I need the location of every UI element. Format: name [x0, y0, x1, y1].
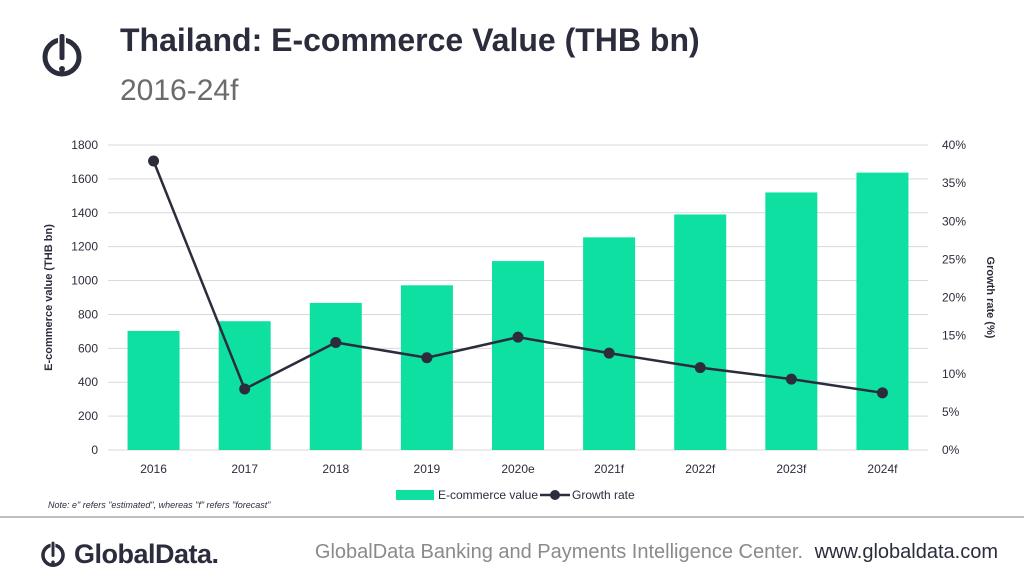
bar [674, 214, 727, 450]
y2-tick-label: 30% [942, 214, 966, 228]
bar [765, 192, 818, 450]
y2-tick-label: 5% [942, 405, 960, 419]
x-tick-label: 2017 [231, 462, 258, 476]
y2-tick-label: 0% [942, 443, 960, 457]
chart-note: Note: e" refers "estimated", whereas "f"… [48, 500, 271, 510]
y-tick-label: 0 [91, 443, 98, 457]
x-tick-label: 2023f [776, 462, 807, 476]
footer-text: GlobalData Banking and Payments Intellig… [315, 541, 998, 564]
globaldata-logo-icon [42, 32, 82, 77]
growth-point [694, 362, 706, 374]
legend-swatch-bar [396, 490, 434, 500]
bar [583, 237, 636, 450]
bar [400, 285, 453, 450]
y-axis-title: E-commerce value (THB bn) [43, 224, 55, 371]
y-tick-label: 1600 [71, 172, 98, 186]
x-tick-label: 2020e [501, 462, 535, 476]
x-tick-label: 2019 [414, 462, 441, 476]
x-tick-label: 2018 [322, 462, 349, 476]
growth-point [512, 331, 524, 343]
x-tick-label: 2024f [867, 462, 898, 476]
legend-swatch-marker [550, 490, 560, 500]
footer-url[interactable]: www.globaldata.com [814, 541, 998, 563]
globaldata-logo-icon [41, 540, 65, 568]
footer-divider [0, 516, 1024, 518]
y-tick-label: 1800 [71, 138, 98, 152]
y2-tick-label: 10% [942, 367, 966, 381]
growth-point [239, 383, 251, 395]
legend-label-line: Growth rate [572, 488, 635, 502]
y2-tick-label: 25% [942, 252, 966, 266]
x-tick-label: 2021f [594, 462, 625, 476]
page-subtitle: 2016-24f [120, 74, 239, 107]
growth-point [876, 387, 888, 399]
y2-tick-label: 20% [942, 291, 966, 305]
y-tick-label: 400 [78, 375, 98, 389]
y-tick-label: 1200 [71, 240, 98, 254]
y-tick-label: 200 [78, 409, 98, 423]
growth-point [330, 336, 342, 348]
y-tick-label: 1000 [71, 274, 98, 288]
y2-axis-title: Growth rate (%) [984, 257, 996, 339]
y-tick-label: 1400 [71, 206, 98, 220]
footer-brand: GlobalData. [40, 534, 219, 574]
y-tick-label: 800 [78, 307, 98, 321]
legend-label-bar: E-commerce value [438, 488, 538, 502]
x-tick-label: 2016 [140, 462, 167, 476]
x-tick-label: 2022f [685, 462, 716, 476]
growth-point [785, 373, 797, 385]
bar [127, 330, 180, 450]
y2-tick-label: 40% [942, 138, 966, 152]
bar [309, 302, 362, 450]
y2-tick-label: 35% [942, 176, 966, 190]
y2-tick-label: 15% [942, 329, 966, 343]
chart: 0 200 400 600 800 1000 1200 1400 1600 1800 0% 5% 10%… [43, 138, 996, 502]
growth-point [421, 352, 433, 364]
y-tick-label: 600 [78, 341, 98, 355]
bar [492, 261, 544, 450]
footer-center-text: GlobalData Banking and Payments Intellig… [314, 541, 803, 563]
growth-point [148, 155, 160, 167]
bar [856, 172, 909, 450]
page-title: Thailand: E-commerce Value (THB bn) [120, 22, 700, 58]
brand-name: GlobalData. [74, 538, 219, 569]
growth-point [603, 347, 615, 359]
